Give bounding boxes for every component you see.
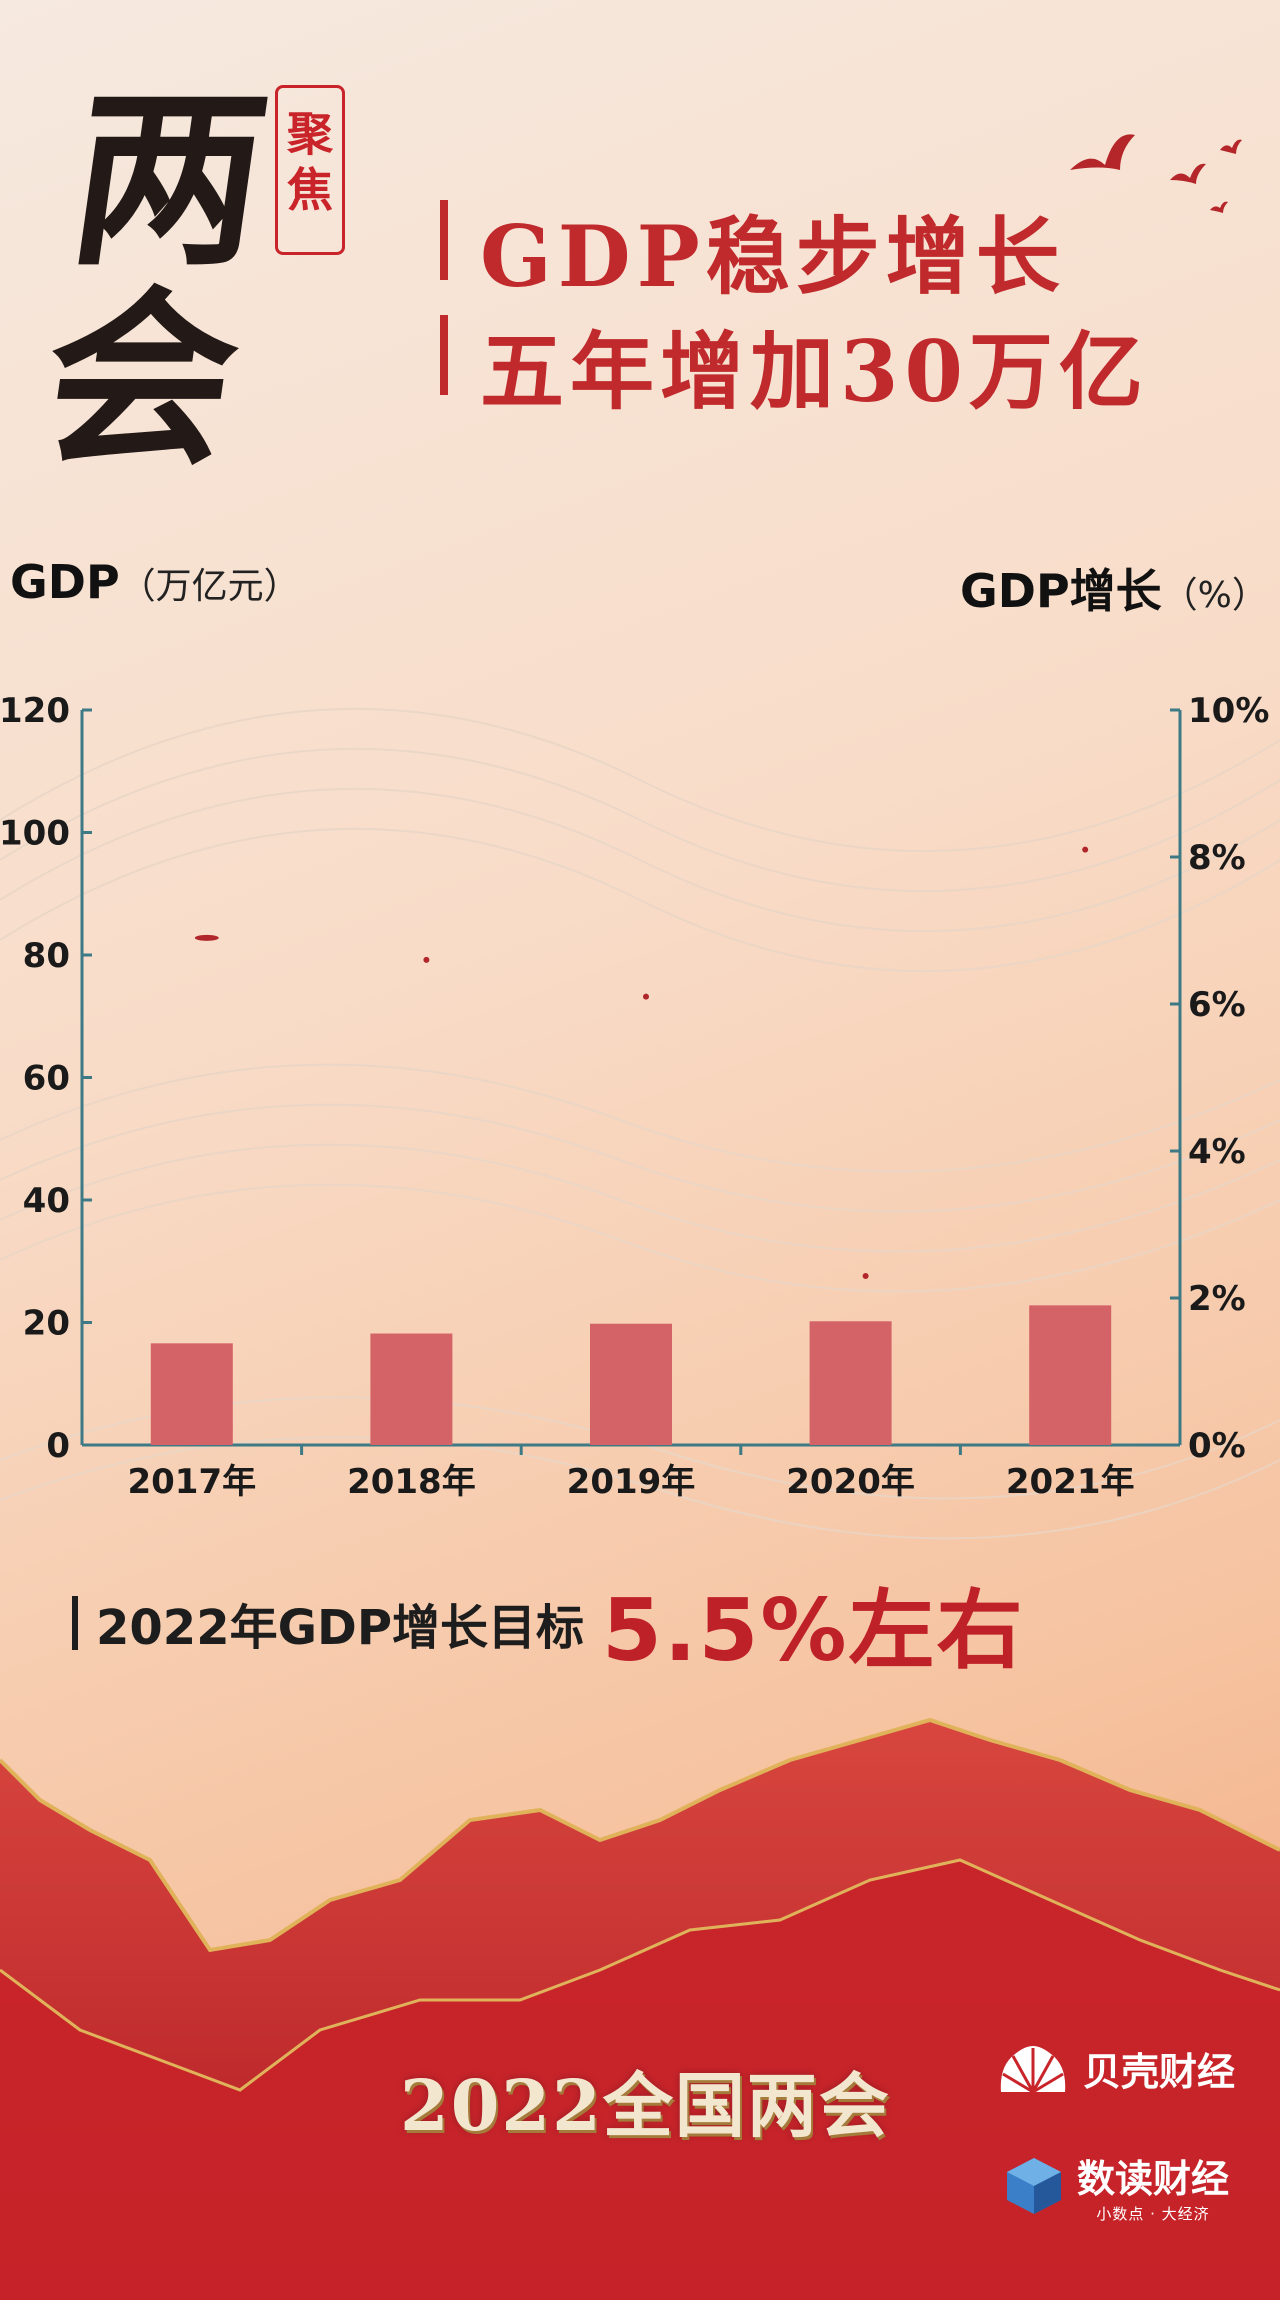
- growth-point-2: [423, 956, 430, 963]
- left-tick-label: 80: [23, 936, 70, 976]
- right-tick-label: 6%: [1188, 985, 1246, 1025]
- x-tick-label: 2018年: [347, 1462, 476, 1502]
- right-axis-unit: （%）: [1161, 575, 1268, 616]
- gdp-bar-2: [370, 1333, 453, 1445]
- growth-point-3: [643, 993, 649, 1000]
- gdp-bar-5: [1029, 1305, 1112, 1445]
- target-value: 5.5%左右: [602, 1581, 1025, 1681]
- focus-seal-stamp: 聚焦: [275, 85, 345, 255]
- growth-point-5: [1082, 846, 1089, 853]
- gdp-chart: 0 20 40 60 80 100 120 0% 2% 4% 6% 8% 10% 2017年 2018年 20…: [0, 691, 1269, 1502]
- brand2-name: 数读财经: [1077, 2157, 1230, 2201]
- left-tick-label: 0: [46, 1426, 70, 1466]
- title-bar-2: [440, 315, 448, 395]
- brand2-sub: 小数点 · 大经济: [1096, 2205, 1210, 2223]
- x-tick-label: 2019年: [567, 1462, 696, 1502]
- title-line-2: 五年增加30万亿: [480, 322, 1149, 421]
- title-line-1: GDP稳步增长: [480, 207, 1066, 306]
- right-axis-title: GDP增长（%）: [960, 555, 1268, 621]
- x-tick-label: 2020年: [786, 1462, 915, 1502]
- event-logo: 2022全国两会: [400, 2064, 891, 2147]
- cube-icon: [1007, 2158, 1061, 2214]
- right-axis-title-text: GDP增长: [960, 564, 1162, 618]
- gdp-target-callout: 2022年GDP增长目标 5.5%左右: [72, 1560, 1025, 1685]
- right-tick-label: 10%: [1188, 691, 1269, 731]
- right-tick-label: 8%: [1188, 838, 1246, 878]
- x-tick-label: 2017年: [127, 1462, 256, 1502]
- left-tick-label: 40: [23, 1181, 70, 1221]
- red-mountains-decoration: [0, 1717, 1280, 2300]
- gdp-bar-4: [809, 1321, 892, 1445]
- left-axis-title: GDP（万亿元）: [10, 555, 300, 609]
- growth-point-1: [194, 934, 219, 941]
- brand1-name: 贝壳财经: [1083, 2049, 1236, 2094]
- target-label: 2022年GDP增长目标: [96, 1599, 585, 1656]
- right-tick-label: 4%: [1188, 1132, 1246, 1172]
- flying-birds-decoration: [1070, 134, 1242, 213]
- left-tick-label: 120: [0, 691, 70, 731]
- x-tick-label: 2021年: [1006, 1462, 1135, 1502]
- shell-icon: [1000, 2046, 1066, 2094]
- logo-text: 两会: [30, 68, 270, 491]
- gdp-bar-1: [150, 1343, 233, 1445]
- brand2-text: 数读财经 小数点 · 大经济: [1077, 2148, 1229, 2224]
- gdp-bar-3: [590, 1323, 672, 1445]
- wave-pattern-background: [0, 707, 1280, 1540]
- target-bar: [72, 1595, 78, 1650]
- growth-point-4: [862, 1272, 869, 1279]
- left-axis-title-text: GDP: [10, 555, 120, 609]
- left-tick-label: 60: [23, 1059, 70, 1099]
- left-tick-label: 20: [23, 1304, 70, 1344]
- brand-shudu-caijing: 数读财经 小数点 · 大经济: [1005, 2148, 1229, 2224]
- brand-beike-caijing: 贝壳财经: [995, 2040, 1235, 2096]
- lianghui-calligraphy-logo: 两会 聚焦: [30, 40, 400, 500]
- title-bar-1: [440, 200, 448, 280]
- right-tick-label: 0%: [1188, 1426, 1246, 1466]
- left-tick-label: 100: [0, 814, 70, 854]
- left-axis-unit: （万亿元）: [119, 566, 300, 607]
- right-tick-label: 2%: [1188, 1279, 1246, 1319]
